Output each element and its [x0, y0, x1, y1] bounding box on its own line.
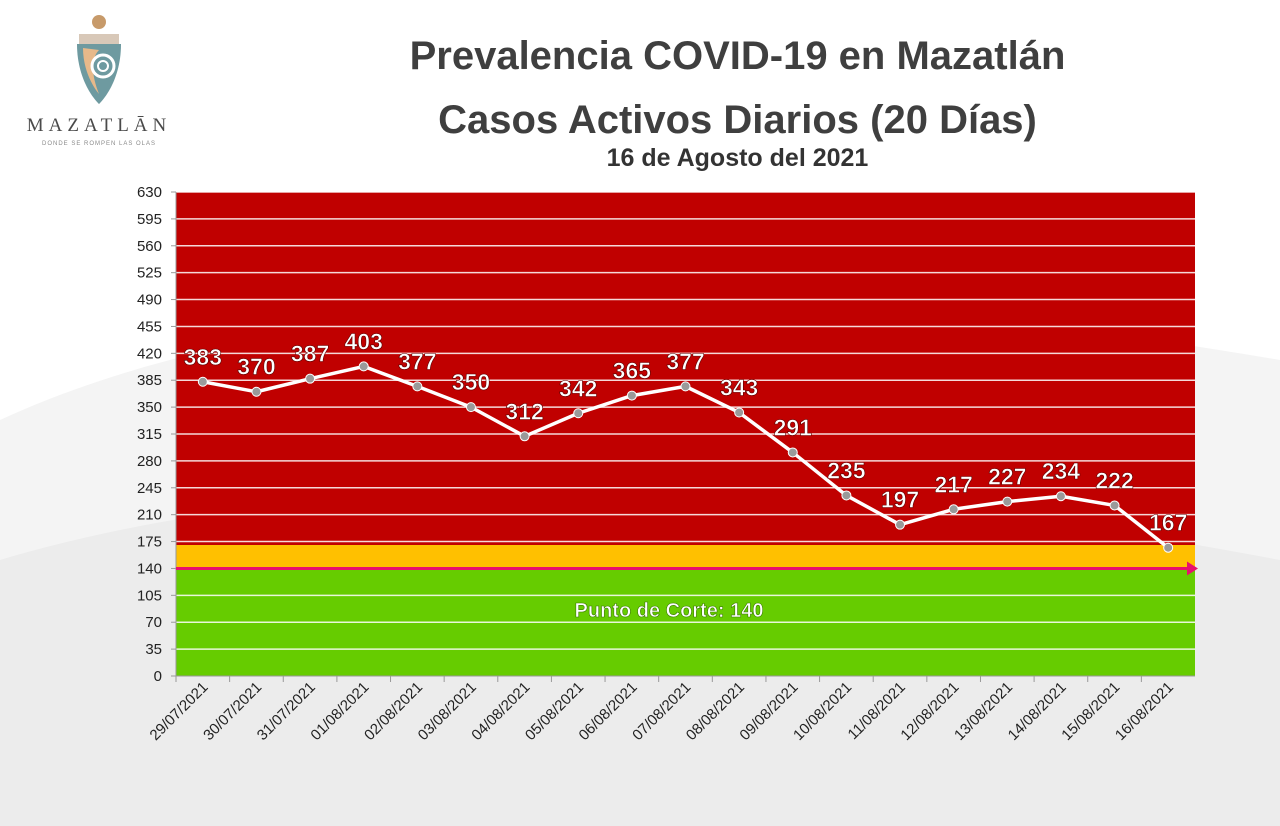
band-orange — [176, 545, 1195, 569]
data-label: 291 — [774, 414, 813, 440]
y-tick-label: 210 — [137, 507, 162, 524]
cutoff-arrow-icon — [1187, 561, 1198, 576]
data-label: 403 — [345, 328, 383, 354]
data-label: 312 — [505, 398, 543, 424]
y-tick-label: 105 — [137, 587, 162, 604]
data-point — [841, 490, 852, 501]
data-label: 197 — [881, 487, 919, 513]
data-label: 235 — [827, 457, 866, 483]
data-point — [465, 402, 476, 413]
data-label: 343 — [720, 374, 758, 400]
logo-name: MAZATLĀN — [26, 115, 172, 136]
data-point — [1002, 496, 1013, 507]
data-label: 227 — [988, 464, 1026, 490]
logo-tagline: DONDE SE ROMPEN LAS OLAS — [41, 141, 157, 147]
cutoff-label: Punto de Corte: 140 — [575, 600, 764, 622]
data-label: 377 — [666, 348, 704, 374]
data-point — [787, 447, 798, 458]
data-point — [573, 408, 584, 419]
data-label: 342 — [559, 375, 597, 401]
data-label: 222 — [1095, 467, 1133, 493]
y-tick-label: 280 — [137, 453, 162, 470]
band-red — [176, 192, 1195, 545]
y-tick-label: 175 — [137, 534, 162, 551]
data-point — [734, 407, 745, 418]
data-point — [251, 386, 262, 397]
data-point — [305, 373, 316, 384]
data-point — [519, 431, 530, 442]
y-tick-label: 490 — [137, 292, 162, 309]
data-label: 370 — [237, 354, 275, 380]
data-point — [626, 390, 637, 401]
data-point — [197, 376, 208, 387]
y-tick-label: 455 — [137, 318, 162, 335]
data-label: 387 — [291, 341, 329, 367]
data-point — [1163, 542, 1174, 553]
x-tick-label: 16/08/2021 — [1112, 679, 1177, 744]
y-tick-label: 350 — [137, 399, 162, 416]
data-label: 167 — [1149, 510, 1187, 536]
data-label: 365 — [613, 358, 652, 384]
y-tick-label: 35 — [145, 641, 162, 658]
data-label: 350 — [452, 369, 490, 395]
y-tick-label: 70 — [145, 614, 162, 631]
y-tick-label: 315 — [137, 426, 162, 443]
y-tick-label: 385 — [137, 372, 162, 389]
data-label: 377 — [398, 348, 436, 374]
y-tick-label: 630 — [137, 184, 162, 201]
mazatlan-logo: MAZATLĀN DONDE SE ROMPEN LAS OLAS — [14, 14, 184, 147]
y-tick-label: 525 — [137, 265, 162, 282]
y-tick-label: 420 — [137, 345, 162, 362]
chart-title: Prevalencia COVID-19 en Mazatlán — [409, 34, 1066, 78]
chart-subtitle: Casos Activos Diarios (20 Días) — [438, 98, 1037, 142]
data-point — [1109, 500, 1120, 511]
data-point — [680, 381, 691, 392]
y-tick-label: 140 — [137, 560, 162, 577]
chart-date: 16 de Agosto del 2021 — [606, 144, 869, 172]
x-tick-label: 10/08/2021 — [790, 679, 855, 744]
y-tick-label: 245 — [137, 480, 162, 497]
data-point — [358, 361, 369, 372]
data-label: 234 — [1042, 458, 1081, 484]
y-tick-label: 595 — [137, 211, 162, 228]
data-point — [895, 519, 906, 530]
data-label: 217 — [934, 471, 972, 497]
data-point — [1055, 491, 1066, 502]
data-label: 383 — [184, 344, 222, 370]
data-point — [948, 504, 959, 515]
y-tick-label: 560 — [137, 238, 162, 255]
mazatlan-emblem-icon — [77, 15, 121, 104]
data-point — [412, 381, 423, 392]
y-tick-label: 0 — [154, 668, 162, 685]
